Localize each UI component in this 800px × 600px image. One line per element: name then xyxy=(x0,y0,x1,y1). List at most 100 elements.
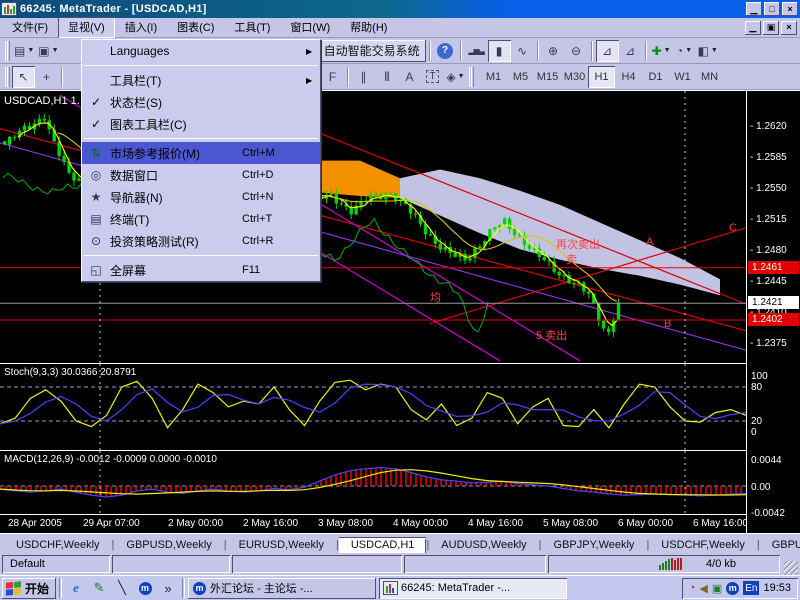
crosshair-button[interactable]: + xyxy=(35,66,58,88)
parallel-lines-button[interactable]: ∥ xyxy=(352,66,375,88)
menu-item-chart-toolbar[interactable]: ✓ 图表工具栏(C) xyxy=(82,113,320,135)
chart-tab[interactable]: GBPUSD,Week xyxy=(771,539,800,551)
fullscreen-icon: ◱ xyxy=(90,263,102,277)
periods-toolbar: M1 M5 M15 M30 H1 H4 D1 W1 MN xyxy=(480,65,723,88)
volume-tray-icon[interactable]: ◀ xyxy=(699,582,708,595)
mdi-close-button[interactable]: × xyxy=(781,20,797,35)
period-button-m15[interactable]: M15 xyxy=(536,70,559,83)
menu-item-toolbars[interactable]: 工具栏(T) ▶ xyxy=(82,69,320,91)
stoch-scale-label: 80 xyxy=(751,381,763,393)
menubar-item[interactable]: 帮助(H) xyxy=(350,22,388,34)
menu-item-data-window[interactable]: ◎ 数据窗口 Ctrl+D xyxy=(82,164,320,186)
arrows-button[interactable]: ◈ ▼ xyxy=(444,66,467,88)
period-button-w1[interactable]: W1 xyxy=(674,70,691,83)
cursor-button[interactable]: ↖ xyxy=(12,65,35,88)
internet-explorer-icon[interactable]: e xyxy=(73,580,79,595)
menu-item-label: 工具栏(T) xyxy=(110,73,162,88)
notes-icon[interactable]: ✎ xyxy=(93,580,105,595)
overflow-chevron[interactable]: » xyxy=(164,580,172,596)
expert-advisors-button[interactable]: ▶自动智能交易系统 xyxy=(299,39,426,62)
profiles-button[interactable]: ▣ ▼ xyxy=(36,40,60,62)
macd-scale-label: 0.0044 xyxy=(751,455,782,466)
period-button-m5[interactable]: M5 xyxy=(512,70,529,83)
period-button-m1[interactable]: M1 xyxy=(485,70,502,83)
profile-status[interactable]: Default xyxy=(2,555,110,573)
period-button-h1[interactable]: H1 xyxy=(588,65,615,88)
stoch-scale-label: 20 xyxy=(751,415,763,427)
checkmark-icon: ✓ xyxy=(90,117,102,131)
scheduler-tray-icon[interactable]: ◔ xyxy=(688,581,696,594)
zoom-in-button[interactable]: ⊕ xyxy=(542,40,565,62)
dropdown-caret-icon: ▼ xyxy=(457,73,465,80)
network-tray-icon[interactable]: ▣ xyxy=(711,582,723,595)
arrows-icon: ◈ xyxy=(446,69,456,84)
zoom-out-button[interactable]: ⊖ xyxy=(565,40,588,62)
menubar-item[interactable]: 显视(V) xyxy=(58,17,115,38)
taskbar-task-button[interactable]: m 外汇论坛 - 主论坛 -... xyxy=(188,577,377,599)
chart-tab[interactable]: USDCAD,H1 xyxy=(338,537,427,553)
language-indicator[interactable]: En xyxy=(743,581,760,595)
new-chart-button[interactable]: ▤ ▼ xyxy=(12,40,36,62)
zoom-in-icon: ⊕ xyxy=(548,43,559,58)
new-order-button[interactable]: ✚ ▼ xyxy=(650,40,673,62)
menubar-item[interactable]: 工具(T) xyxy=(234,22,271,34)
fibo-fan-button[interactable]: F xyxy=(321,66,344,88)
menu-item-market-watch[interactable]: ⇅ 市场参考报价(M) Ctrl+M xyxy=(82,142,320,164)
minimize-button[interactable]: ▁ xyxy=(746,2,762,16)
chart-tab[interactable]: AUDUSD,Weekly xyxy=(441,539,527,551)
menu-item-label: 数据窗口 xyxy=(110,168,159,183)
menubar-item[interactable]: 图表(C) xyxy=(177,22,215,34)
menu-item-strategy-tester[interactable]: ⊙ 投资策略测试(R) Ctrl+R xyxy=(82,230,320,252)
menubar-item[interactable]: 窗口(W) xyxy=(290,22,331,34)
macd-label: MACD(12,26,9) -0.0012 -0.0009 0.0000 -0.… xyxy=(4,454,217,465)
menubar-item[interactable]: 文件(F) xyxy=(12,22,49,34)
time-axis: 28 Apr 2005 29 Apr 07:00 2 May 00:00 2 May … xyxy=(0,514,748,532)
maximize-button[interactable]: □ xyxy=(764,2,780,16)
chart-annotation: C xyxy=(729,222,737,234)
bar-chart-button[interactable]: ▂▅▃ xyxy=(465,40,488,62)
menu-item-terminal[interactable]: ▤ 终端(T) Ctrl+T xyxy=(82,208,320,230)
start-button[interactable]: 开始 xyxy=(2,577,57,599)
menu-item-status-bar[interactable]: ✓ 状态栏(S) xyxy=(82,91,320,113)
menu-item-fullscreen[interactable]: ◱ 全屏幕 F11 xyxy=(82,259,320,281)
forum-quicklaunch-icon[interactable]: m xyxy=(134,578,156,599)
templates-button[interactable]: ◧ ▼ xyxy=(696,40,720,62)
stochastic-panel[interactable]: Stoch(9,3,3) 30.0366 20.8791 xyxy=(0,363,746,450)
mdi-minimize-button[interactable]: ▁ xyxy=(745,20,761,35)
checkmark-icon: ✓ xyxy=(90,95,102,109)
cycle-lines-button[interactable]: ||| xyxy=(375,66,398,88)
chart-region: 再次卖出卖均 5 卖出 A B C USDCAD,H1 1. Stoch(9,3,3) 3… xyxy=(0,90,800,533)
menubar-item[interactable]: 插入(I) xyxy=(124,22,158,34)
chart-tab[interactable]: GBPUSD,Weekly xyxy=(126,539,212,551)
chart-tab[interactable]: EURUSD,Weekly xyxy=(238,539,324,551)
menu-shortcut: Ctrl+M xyxy=(242,147,275,159)
menu-item-navigator[interactable]: ★ 导航器(N) Ctrl+N xyxy=(82,186,320,208)
resize-grip[interactable] xyxy=(784,561,798,575)
candlestick-chart-button[interactable]: ▮ xyxy=(487,39,511,62)
period-button-m30[interactable]: M30 xyxy=(563,70,586,83)
close-button[interactable]: × xyxy=(782,2,798,16)
indicators-window-button[interactable]: ⊿ xyxy=(595,39,619,62)
taskbar-task-button[interactable]: 66245: MetaTrader -... xyxy=(379,577,568,599)
text-label-button[interactable]: T xyxy=(421,66,444,88)
mdi-restore-button[interactable]: ▣ xyxy=(763,20,779,35)
bar-chart-icon: ▂▅▃ xyxy=(468,46,485,55)
period-button-mn[interactable]: MN xyxy=(700,70,719,83)
period-separators-button[interactable]: ⊿ xyxy=(619,40,642,62)
line-chart-button[interactable]: ∿ xyxy=(511,40,534,62)
chart-tab[interactable]: GBPJPY,Weekly xyxy=(553,539,635,551)
periodicity-button[interactable]: ◔ ▼ xyxy=(673,40,696,62)
macd-panel[interactable]: MACD(12,26,9) -0.0012 -0.0009 0.0000 -0.… xyxy=(0,450,746,514)
pen-icon[interactable]: ╲ xyxy=(118,580,126,595)
forum-tray-icon[interactable]: m xyxy=(726,581,740,595)
chart-tab[interactable]: USDCHF,Weekly xyxy=(661,539,745,551)
menu-item-languages[interactable]: Languages ▶ xyxy=(82,40,320,62)
zoom-out-icon: ⊖ xyxy=(571,43,582,58)
text-button[interactable]: A xyxy=(398,66,421,88)
menu-shortcut: Ctrl+T xyxy=(242,213,273,225)
period-button-h4[interactable]: H4 xyxy=(621,70,636,83)
menu-shortcut: Ctrl+N xyxy=(242,191,274,203)
help-button[interactable]: ? xyxy=(434,40,457,62)
chart-tab[interactable]: USDCHF,Weekly xyxy=(16,539,100,551)
period-button-d1[interactable]: D1 xyxy=(648,70,663,83)
